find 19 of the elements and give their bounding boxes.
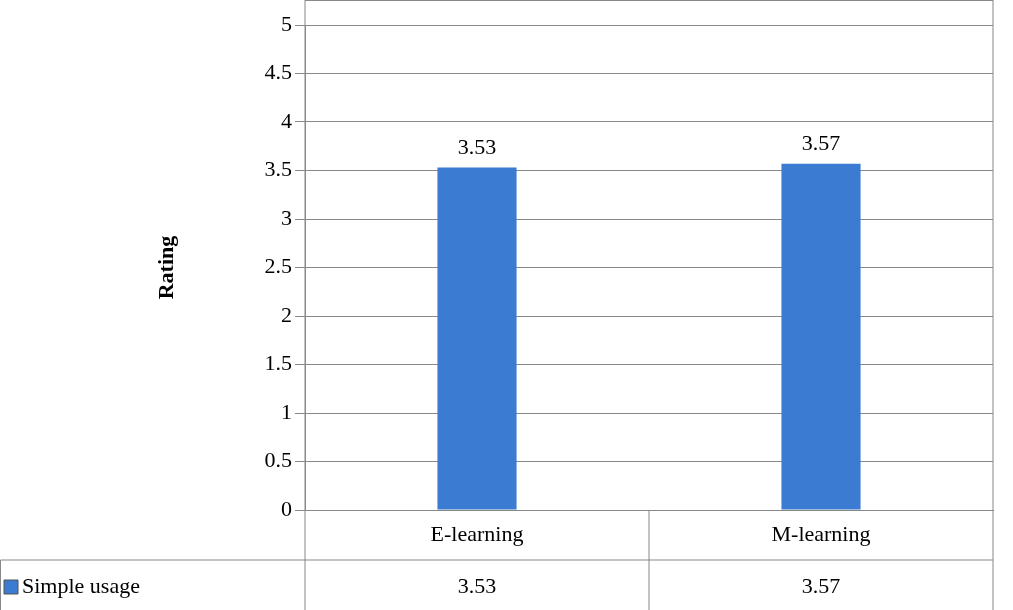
y-tick-label: 2.5 <box>264 253 292 279</box>
annotation: 3.53 <box>457 134 497 160</box>
y-tick-label: 1.5 <box>264 350 292 376</box>
y-tick-label: 4 <box>281 107 292 133</box>
y-tick-label: 2 <box>281 301 292 327</box>
x-tick-label: M-learning <box>771 520 871 546</box>
data-label: 3.53 <box>457 572 497 598</box>
legend-label: Simple usage <box>22 572 140 598</box>
x-tick-label: E-learning <box>430 520 524 546</box>
y-tick-label: 3.5 <box>264 156 292 182</box>
y-tick-label: 5 <box>281 10 292 36</box>
data-label: 3.57 <box>801 572 841 598</box>
y-tick-label: 3 <box>281 204 292 230</box>
y-tick-label: 1 <box>281 398 292 424</box>
annotation: 3.57 <box>801 130 841 156</box>
y-axis-title: Rating <box>152 235 178 300</box>
y-tick-label: 0.5 <box>264 447 292 473</box>
y-tick-label: 0 <box>281 495 292 521</box>
y-tick-label: 4.5 <box>264 59 292 85</box>
